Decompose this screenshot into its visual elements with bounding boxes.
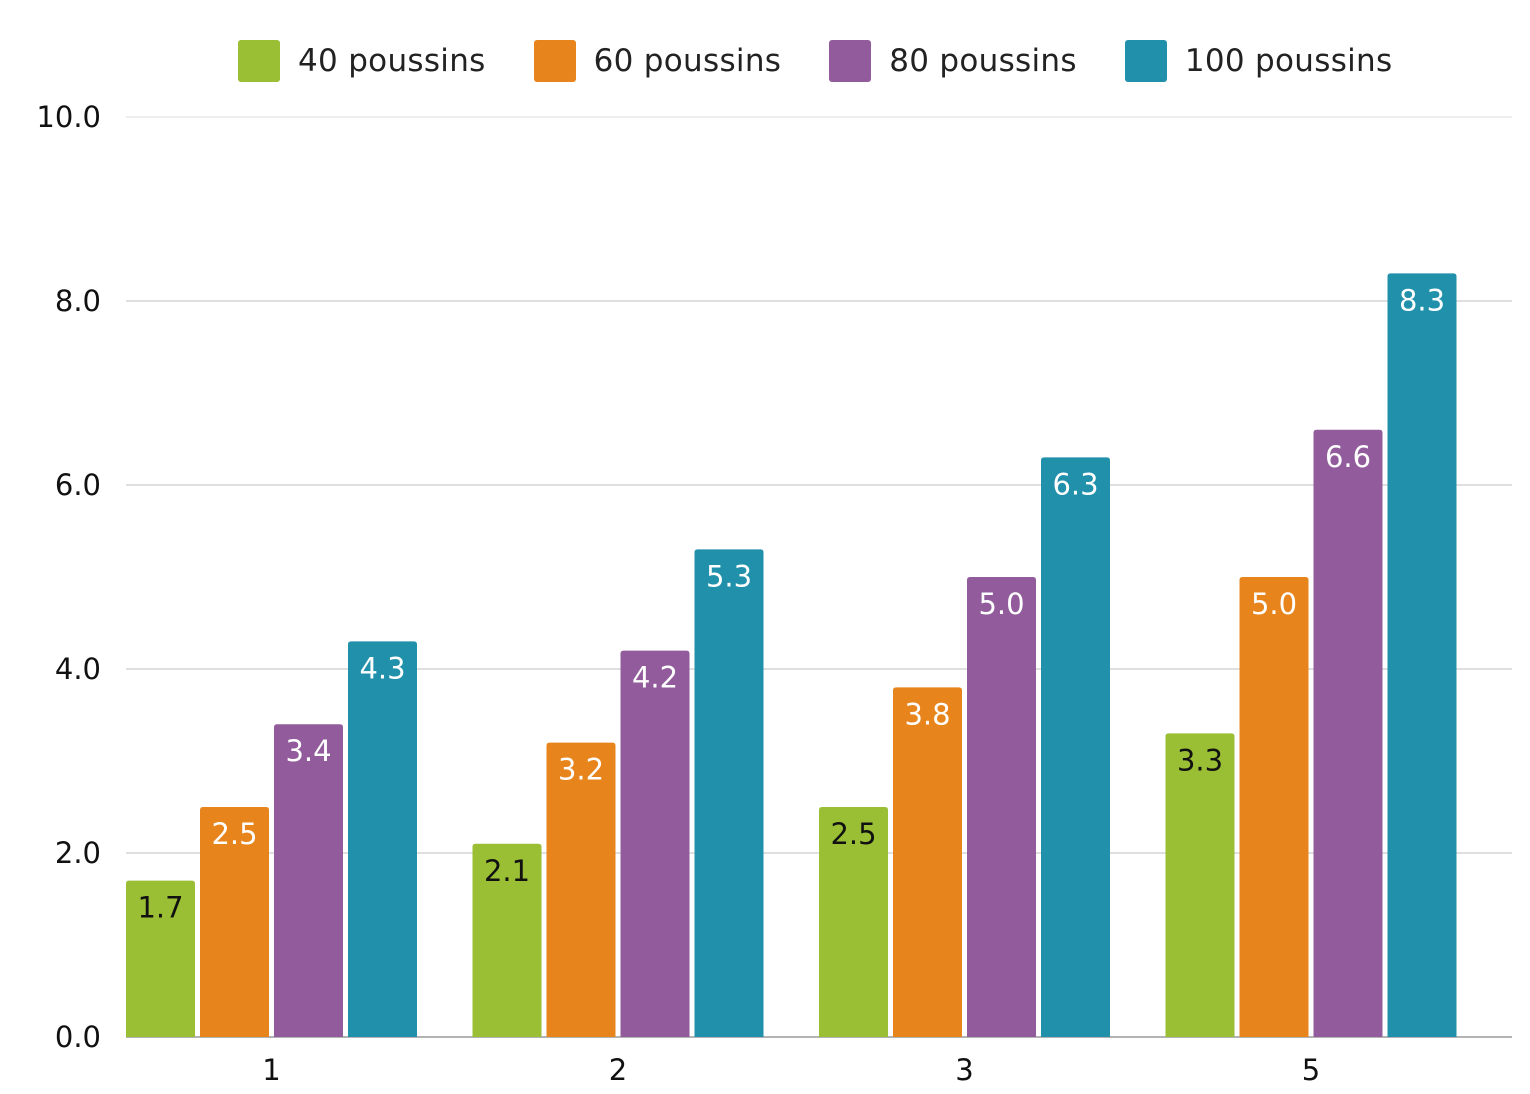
legend-swatch-80-poussins (829, 40, 872, 82)
data-label: 5.0 (978, 587, 1024, 621)
legend-item-80-poussins: 80 poussins (829, 40, 1077, 82)
data-label: 1.7 (137, 891, 183, 925)
y-tick-label: 6.0 (55, 468, 101, 502)
bar (1387, 273, 1457, 1037)
data-label: 6.6 (1325, 440, 1371, 474)
legend-label-100-poussins: 100 poussins (1184, 43, 1393, 79)
x-tick-label: 3 (955, 1053, 973, 1087)
legend-swatch-40-poussins (238, 40, 280, 82)
data-label: 3.3 (1177, 743, 1223, 777)
data-label: 8.3 (1399, 283, 1445, 317)
x-tick-label: 1 (262, 1053, 280, 1087)
x-tick-label: 2 (609, 1053, 627, 1087)
bar (126, 880, 195, 1037)
bar (1165, 733, 1235, 1037)
y-tick-label: 8.0 (55, 284, 101, 318)
bar (819, 807, 888, 1037)
y-tick-label: 2.0 (55, 836, 101, 870)
data-label: 5.3 (706, 559, 752, 593)
legend-label-40-poussins: 40 poussins (298, 43, 486, 79)
bar (348, 641, 417, 1037)
data-label: 4.2 (632, 661, 678, 695)
legend: 40 poussins 60 poussins 80 poussins 100 … (238, 40, 1440, 82)
bar (200, 807, 269, 1037)
data-label: 6.3 (1052, 467, 1098, 501)
legend-label-80-poussins: 80 poussins (889, 43, 1077, 79)
y-tick-label: 4.0 (55, 652, 101, 686)
data-label: 5.0 (1251, 587, 1297, 621)
bar (1239, 577, 1309, 1037)
bar (1041, 457, 1110, 1037)
data-label: 2.5 (830, 817, 876, 851)
bar (546, 742, 616, 1037)
data-label: 2.1 (484, 854, 530, 888)
bar (1313, 429, 1383, 1037)
bar (620, 650, 690, 1037)
data-label: 2.5 (211, 817, 257, 851)
legend-item-60-poussins: 60 poussins (533, 40, 782, 82)
legend-item-100-poussins: 100 poussins (1124, 40, 1393, 82)
legend-swatch-60-poussins (533, 40, 576, 82)
bar (967, 577, 1036, 1037)
bar (274, 724, 343, 1037)
bar (472, 843, 542, 1037)
legend-item-40-poussins: 40 poussins (238, 40, 486, 82)
legend-swatch-100-poussins (1124, 40, 1167, 82)
bar (893, 687, 962, 1037)
data-label: 3.2 (558, 753, 604, 787)
x-tick-label: 5 (1302, 1053, 1320, 1087)
data-label: 3.8 (904, 697, 950, 731)
legend-label-60-poussins: 60 poussins (593, 43, 782, 79)
data-label: 3.4 (285, 734, 331, 768)
bar (694, 549, 764, 1037)
data-label: 4.3 (359, 651, 405, 685)
y-tick-label: 0.0 (55, 1020, 101, 1054)
y-tick-label: 10.0 (36, 100, 101, 134)
